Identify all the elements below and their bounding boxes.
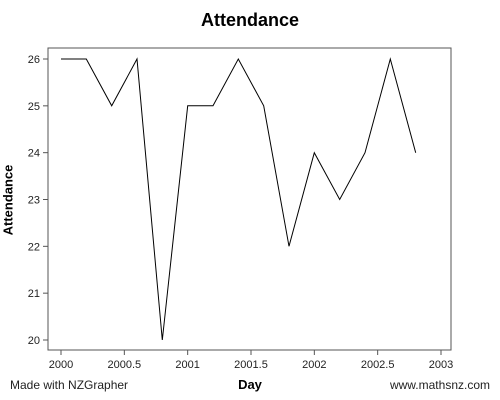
y-tick-label: 20 [28, 335, 40, 347]
y-tick-label: 23 [28, 195, 40, 207]
x-tick-label: 2001.5 [234, 359, 268, 371]
y-tick-label: 21 [28, 288, 40, 300]
x-tick-label: 2000 [49, 359, 73, 371]
y-axis-ticks: 20 21 22 23 24 25 26 [28, 54, 48, 347]
x-axis-ticks: 2000 2000.5 2001 2001.5 2002 2002.5 2003 [49, 350, 453, 371]
x-tick-label: 2003 [429, 359, 453, 371]
footer-credit: Made with NZGrapher [10, 378, 129, 392]
chart-title: Attendance [200, 10, 299, 30]
y-tick-label: 25 [28, 101, 40, 113]
y-tick-label: 22 [28, 241, 40, 253]
series-line [61, 57, 417, 341]
y-axis-label-text: Attendance [0, 164, 16, 236]
series-layer [61, 57, 417, 341]
x-tick-label: 2002 [302, 359, 326, 371]
x-tick-label: 2001 [175, 359, 199, 371]
plot-area-frame [47, 47, 452, 351]
y-tick-label: 26 [28, 54, 40, 66]
footer-website: www.mathsnz.com [389, 378, 490, 392]
x-tick-label: 2000.5 [108, 359, 142, 371]
x-tick-label: 2002.5 [361, 359, 395, 371]
x-axis-label: Day [238, 377, 262, 392]
y-tick-label: 24 [28, 148, 40, 160]
